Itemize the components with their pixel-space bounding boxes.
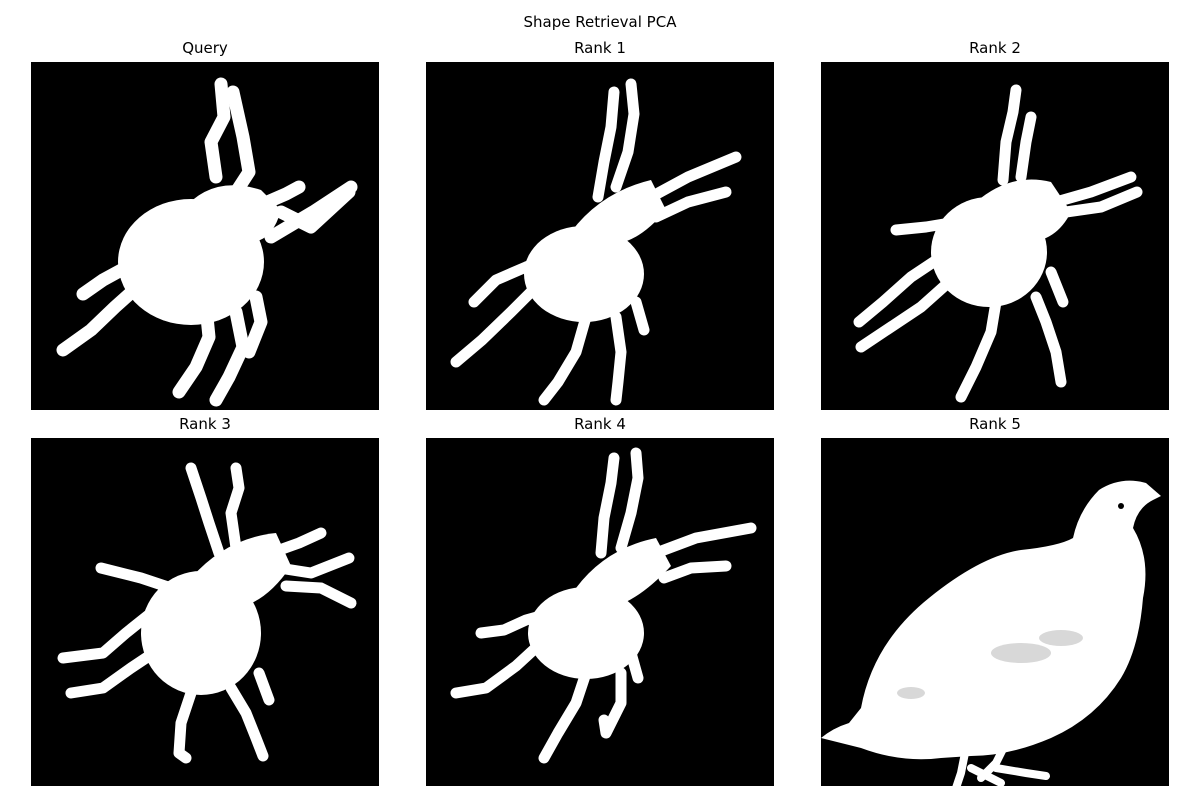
beetle-silhouette	[853, 84, 1143, 403]
panel-title-rank-2: Rank 2	[969, 39, 1021, 57]
rank-3-image	[31, 438, 379, 786]
beetle-silhouette	[57, 462, 357, 764]
beetle-silhouette	[450, 78, 742, 406]
beetle-silhouette	[450, 447, 757, 764]
beetle-silhouette	[56, 77, 358, 407]
panel-title-rank-4: Rank 4	[574, 415, 626, 433]
figure-title: Shape Retrieval PCA	[523, 13, 677, 31]
bird-silhouette	[821, 480, 1161, 786]
panel-title-rank-3: Rank 3	[179, 415, 231, 433]
rank-4-image	[426, 438, 774, 786]
panel-title-rank-1: Rank 1	[574, 39, 626, 57]
panel-title-query: Query	[182, 39, 228, 57]
rank-1-image	[426, 62, 774, 410]
rank-2-image	[821, 62, 1169, 410]
rank-5-image	[821, 438, 1169, 786]
query-image	[31, 62, 379, 410]
panel-title-rank-5: Rank 5	[969, 415, 1021, 433]
